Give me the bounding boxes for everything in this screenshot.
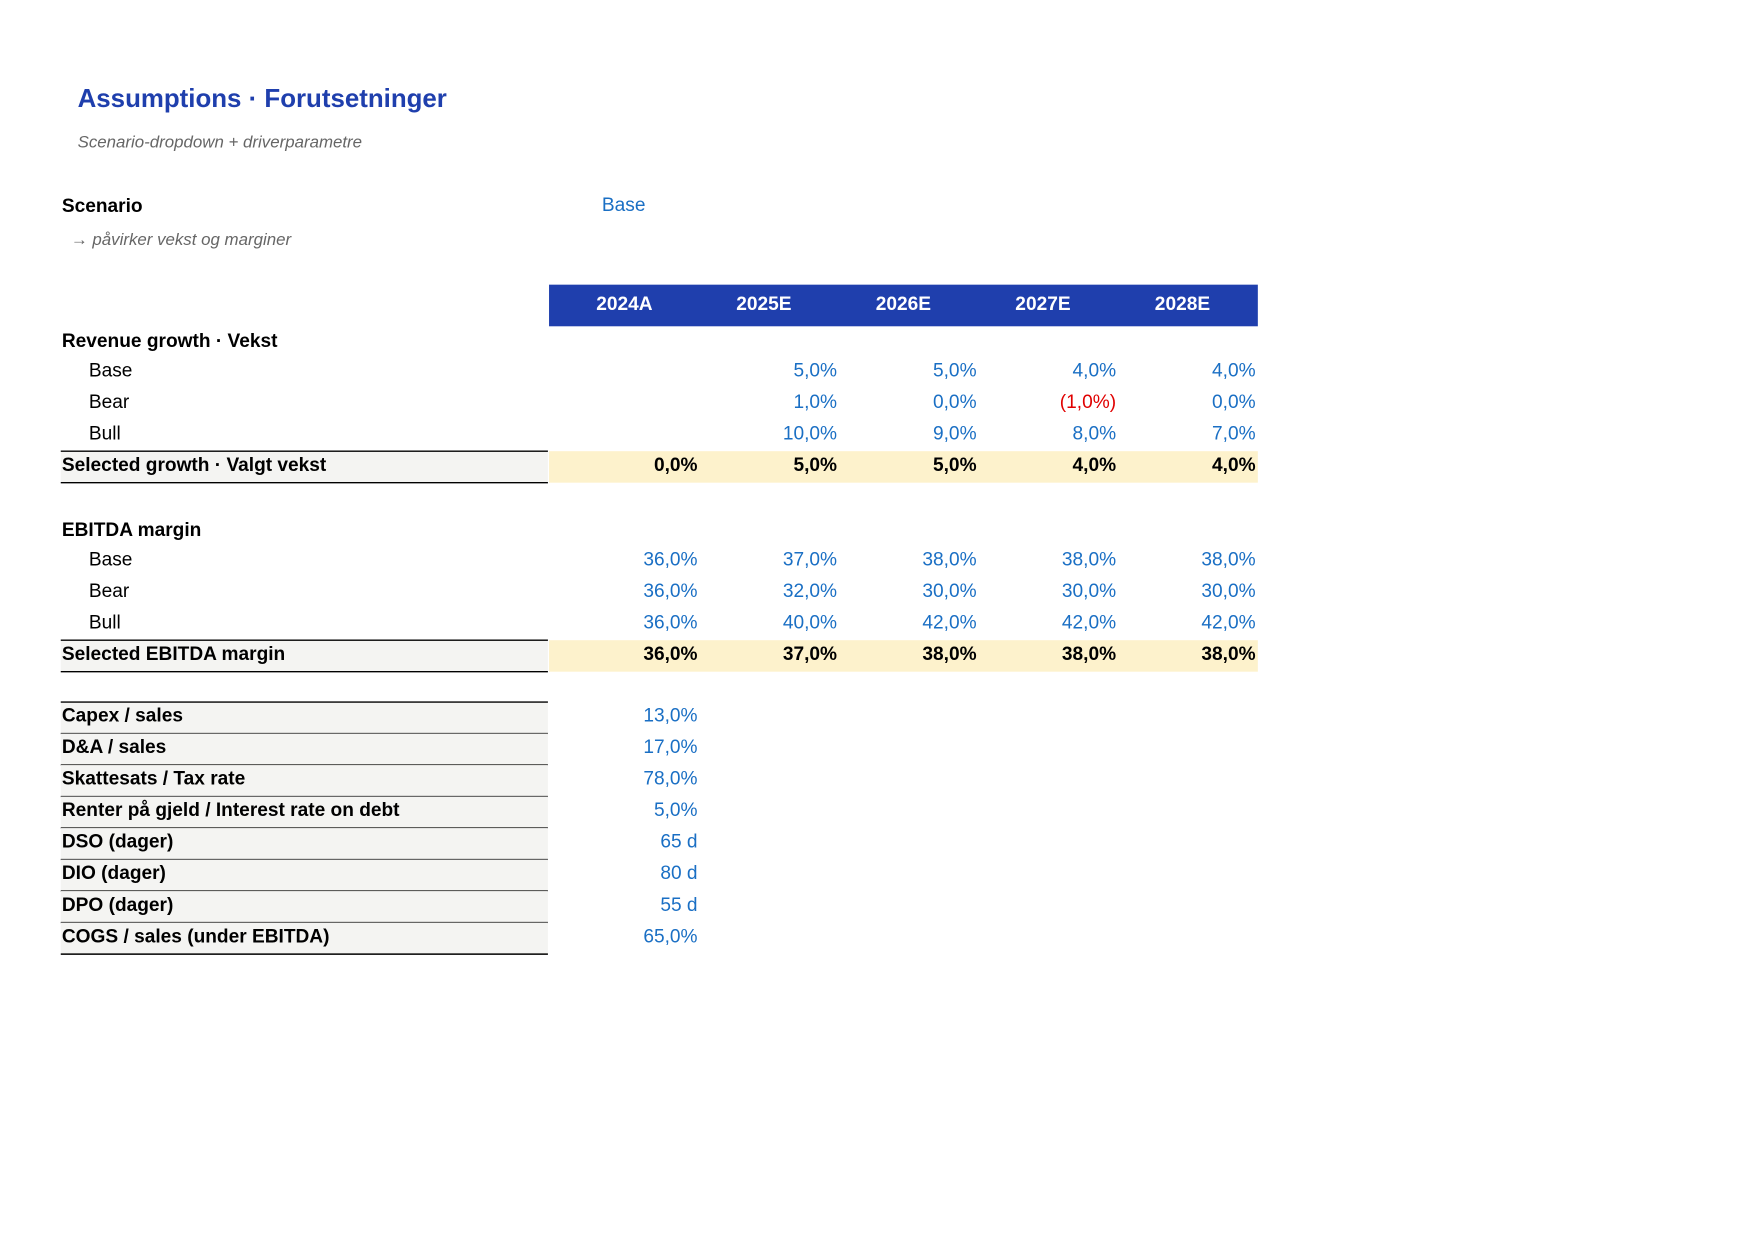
label-band bbox=[60, 828, 548, 860]
param-value: 78,0% bbox=[643, 769, 697, 790]
cell-value: 38,0% bbox=[1201, 549, 1255, 570]
cell-value: 4,0% bbox=[1073, 455, 1117, 476]
scenario-value[interactable]: Base bbox=[602, 195, 646, 216]
column-header: 2028E bbox=[1155, 294, 1210, 315]
scenario-label: Scenario bbox=[62, 196, 143, 217]
column-header: 2024A bbox=[596, 294, 653, 315]
cell-value: 32,0% bbox=[783, 581, 837, 602]
cell-value: 37,0% bbox=[783, 644, 837, 665]
label-band bbox=[60, 640, 548, 672]
param-value: 65 d bbox=[660, 832, 697, 853]
cell-value: 4,0% bbox=[1212, 455, 1256, 476]
label-band bbox=[60, 922, 548, 955]
cell-value: 38,0% bbox=[1201, 644, 1255, 665]
cell-value: 5,0% bbox=[793, 455, 837, 476]
cell-value: 36,0% bbox=[643, 644, 697, 665]
cell-value: 0,0% bbox=[1212, 392, 1256, 413]
param-label: DSO (dager) bbox=[62, 832, 173, 853]
column-header: 2025E bbox=[736, 294, 791, 315]
row-label: Bear bbox=[89, 392, 130, 413]
row-label: Base bbox=[89, 360, 133, 381]
cell-value: 4,0% bbox=[1073, 360, 1117, 381]
label-band bbox=[60, 765, 548, 797]
cell-value: 38,0% bbox=[922, 644, 976, 665]
column-header: 2026E bbox=[876, 294, 931, 315]
cell-value: 5,0% bbox=[933, 455, 977, 476]
param-value: 17,0% bbox=[643, 737, 697, 758]
cell-value: 5,0% bbox=[793, 360, 837, 381]
row-label: Base bbox=[89, 549, 133, 570]
selected-label: Selected growth · Valgt vekst bbox=[62, 455, 327, 476]
cell-value: 42,0% bbox=[1062, 612, 1116, 633]
section-title: Revenue growth · Vekst bbox=[62, 331, 278, 352]
cell-value: 38,0% bbox=[1062, 549, 1116, 570]
param-label: COGS / sales (under EBITDA) bbox=[62, 926, 330, 947]
cell-value: 38,0% bbox=[922, 549, 976, 570]
cell-value: 4,0% bbox=[1212, 360, 1256, 381]
cell-value: 42,0% bbox=[922, 612, 976, 633]
cell-value: 8,0% bbox=[1073, 423, 1117, 444]
cell-value: 37,0% bbox=[783, 549, 837, 570]
label-band bbox=[60, 451, 548, 483]
cell-value: 30,0% bbox=[922, 581, 976, 602]
cell-value: 1,0% bbox=[793, 392, 837, 413]
param-label: DIO (dager) bbox=[62, 863, 166, 884]
label-band bbox=[60, 796, 548, 829]
param-value: 13,0% bbox=[643, 706, 697, 727]
row-label: Bull bbox=[89, 423, 121, 444]
param-label: Renter på gjeld / Interest rate on debt bbox=[62, 800, 400, 821]
label-band bbox=[60, 702, 548, 734]
param-value: 55 d bbox=[660, 895, 697, 916]
label-band bbox=[60, 733, 548, 766]
scenario-note: → påvirker vekst og marginer bbox=[71, 230, 293, 249]
cell-value: 36,0% bbox=[643, 549, 697, 570]
header-bar bbox=[549, 284, 1258, 327]
cell-value: 38,0% bbox=[1062, 644, 1116, 665]
label-band bbox=[60, 859, 548, 892]
param-label: Capex / sales bbox=[62, 706, 183, 727]
cell-value: 36,0% bbox=[643, 612, 697, 633]
selected-band bbox=[549, 451, 1258, 483]
param-label: DPO (dager) bbox=[62, 895, 173, 916]
param-label: Skattesats / Tax rate bbox=[62, 769, 245, 790]
cell-value: 42,0% bbox=[1201, 612, 1255, 633]
cell-value: 5,0% bbox=[933, 360, 977, 381]
column-header: 2027E bbox=[1015, 294, 1070, 315]
cell-value: 9,0% bbox=[933, 423, 977, 444]
cell-value: 30,0% bbox=[1062, 581, 1116, 602]
title: Assumptions · Forutsetninger bbox=[78, 85, 447, 113]
cell-value: 40,0% bbox=[783, 612, 837, 633]
param-value: 65,0% bbox=[643, 926, 697, 947]
row-label: Bull bbox=[89, 612, 121, 633]
cell-value: 36,0% bbox=[643, 581, 697, 602]
param-value: 80 d bbox=[660, 863, 697, 884]
cell-value: (1,0%) bbox=[1060, 392, 1116, 413]
cell-value: 30,0% bbox=[1201, 581, 1255, 602]
selected-label: Selected EBITDA margin bbox=[62, 644, 285, 665]
row-label: Bear bbox=[89, 581, 130, 602]
param-value: 5,0% bbox=[654, 800, 698, 821]
cell-value: 0,0% bbox=[654, 455, 698, 476]
cell-value: 10,0% bbox=[783, 423, 837, 444]
cell-value: 7,0% bbox=[1212, 423, 1256, 444]
param-label: D&A / sales bbox=[62, 737, 166, 758]
section-title: EBITDA margin bbox=[62, 520, 201, 541]
label-band bbox=[60, 891, 548, 923]
selected-band bbox=[549, 640, 1258, 672]
subtitle: Scenario-dropdown + driverparametre bbox=[78, 132, 362, 151]
cell-value: 0,0% bbox=[933, 392, 977, 413]
